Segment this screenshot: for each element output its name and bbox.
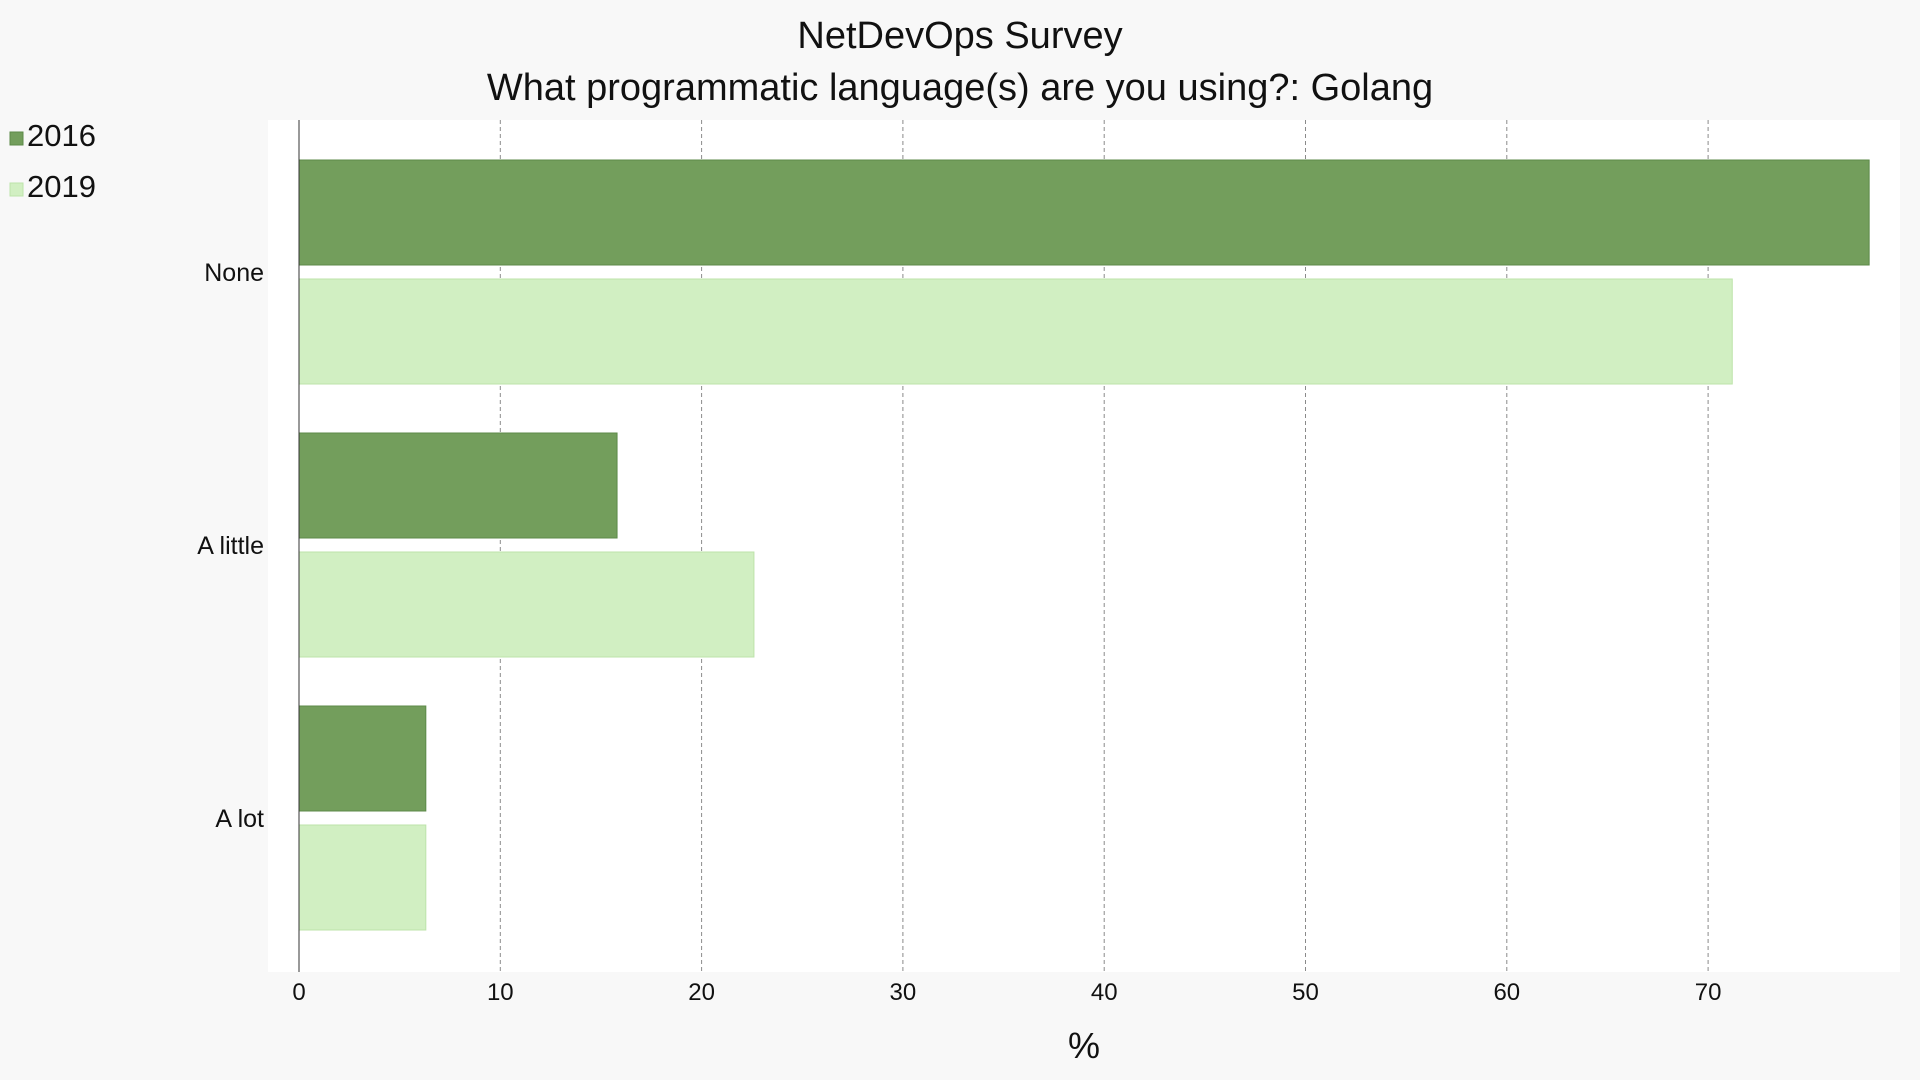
x-tick-label-60: 60 — [1493, 979, 1520, 1006]
x-tick-label-40: 40 — [1091, 979, 1118, 1006]
bar-2016-a-lot — [298, 705, 427, 812]
legend: 2016 2019 — [9, 118, 96, 204]
bar-layer — [298, 159, 1870, 931]
bar-2019-a-little — [298, 551, 755, 658]
legend-label-2016: 2016 — [27, 118, 96, 153]
chart-title: NetDevOps Survey — [797, 15, 1122, 57]
bar-2016-a-little — [298, 432, 618, 539]
x-tick-label-10: 10 — [487, 979, 514, 1006]
category-label-a-little: A little — [197, 532, 264, 560]
x-tick-label-0: 0 — [292, 979, 305, 1006]
legend-label-2019: 2019 — [27, 169, 96, 204]
legend-swatch-2016 — [9, 131, 24, 146]
category-label-none: None — [204, 259, 264, 287]
x-axis-label: % — [1068, 1025, 1100, 1066]
category-label-a-lot: A lot — [215, 805, 264, 833]
y-category-labels: None A little A lot — [197, 259, 264, 833]
x-tick-labels: 0 10 20 30 40 50 60 70 — [292, 979, 1721, 1006]
x-tick-label-50: 50 — [1292, 979, 1319, 1006]
x-tick-label-70: 70 — [1695, 979, 1722, 1006]
x-tick-label-20: 20 — [688, 979, 715, 1006]
bar-2019-a-lot — [298, 824, 427, 931]
bar-2019-none — [298, 278, 1733, 385]
chart-subtitle: What programmatic language(s) are you us… — [487, 67, 1433, 109]
bar-2016-none — [298, 159, 1870, 266]
x-tick-label-30: 30 — [890, 979, 917, 1006]
legend-swatch-2019 — [9, 182, 24, 197]
